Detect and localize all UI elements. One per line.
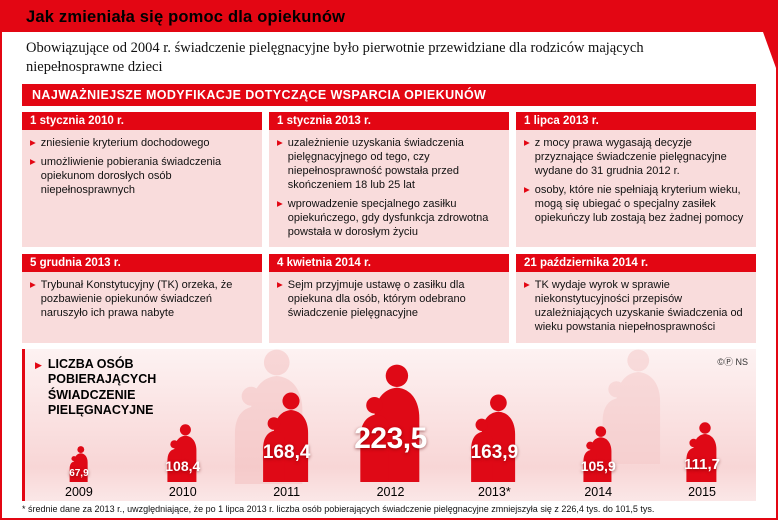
caregiver-silhouette-icon <box>349 364 433 482</box>
caregiver-silhouette-icon <box>66 445 92 482</box>
card-point-text: Trybunał Konstytucyjny (TK) orzeka, że p… <box>40 279 233 320</box>
chart-section: ▶ LICZBA OSÓB POBIERAJĄCYCH ŚWIADCZENIE … <box>22 348 756 501</box>
card-point: ▶ umożliwienie pobierania świadczenia op… <box>30 155 254 197</box>
year-label: 2011 <box>273 484 301 499</box>
chart-bar-2009: 67,9 2009 <box>27 445 131 501</box>
card-point: ▶ Trybunał Konstytucyjny (TK) orzeka, że… <box>30 278 254 320</box>
value-label: 223,5 <box>354 421 427 455</box>
card-body: ▶ Sejm przyjmuje ustawę o zasiłku dla op… <box>269 272 509 328</box>
card-date: 4 kwietnia 2014 r. <box>269 254 509 273</box>
chart-figures-row: 67,9 2009 108,4 2010 168 <box>25 349 756 501</box>
caregiver-silhouette-icon <box>162 423 203 482</box>
card-body: ▶ TK wydaje wyrok w sprawie niekonstytuc… <box>516 272 756 342</box>
bullet-arrow-icon: ▶ <box>277 199 283 208</box>
chart-title-block: ▶ LICZBA OSÓB POBIERAJĄCYCH ŚWIADCZENIE … <box>35 357 240 420</box>
value-label: 105,9 <box>580 457 616 474</box>
caregiver-silhouette-icon <box>463 393 525 482</box>
bullet-arrow-icon: ▶ <box>30 280 36 290</box>
bullet-arrow-icon: ▶ <box>30 137 36 147</box>
chart-bar-2010: 108,4 2010 <box>131 423 235 501</box>
section-banner: NAJWAŻNIEJSZE MODYFIKACJE DOTYCZĄCE WSPA… <box>22 83 756 106</box>
timeline-card-2013-01-01: 1 stycznia 2013 r. ▶ uzależnienie uzyska… <box>269 111 509 248</box>
card-point: ▶ osoby, które nie spełniają kryterium w… <box>524 183 748 225</box>
card-body: ▶ uzależnienie uzyskania świadczenia pie… <box>269 130 509 248</box>
card-point: ▶ Sejm przyjmuje ustawę o zasiłku dla op… <box>277 278 501 320</box>
value-label: 111,7 <box>684 455 721 473</box>
card-date: 21 października 2014 r. <box>516 254 756 273</box>
year-label: 2010 <box>168 484 197 499</box>
card-body: ▶ z mocy prawa wygasają decyzje przyznaj… <box>516 130 756 233</box>
year-label: 2009 <box>65 484 93 499</box>
bullet-arrow-icon: ▶ <box>30 156 36 166</box>
year-label: 2012 <box>376 484 405 499</box>
caregiver-silhouette-icon <box>255 391 318 482</box>
card-point-text: zniesienie kryterium dochodowego <box>40 136 210 149</box>
card-point-text: osoby, które nie spełniają kryterium wie… <box>534 183 744 225</box>
value-label: 163,9 <box>470 441 519 463</box>
card-date: 5 grudnia 2013 r. <box>22 254 262 273</box>
card-date: 1 stycznia 2013 r. <box>269 111 509 130</box>
card-body: ▶ Trybunał Konstytucyjny (TK) orzeka, że… <box>22 272 262 328</box>
caregiver-silhouette-icon <box>681 421 723 482</box>
year-label: 2014 <box>584 484 613 499</box>
timeline-card-2013-12-05: 5 grudnia 2013 r. ▶ Trybunał Konstytucyj… <box>22 254 262 343</box>
bullet-arrow-icon: ▶ <box>35 359 42 370</box>
bullet-arrow-icon: ▶ <box>277 137 283 147</box>
card-point: ▶ uzależnienie uzyskania świadczenia pie… <box>277 136 501 192</box>
card-body: ▶ zniesienie kryterium dochodowego ▶ umo… <box>22 130 262 205</box>
chart-bar-2015: 111,7 2015 <box>650 421 754 501</box>
card-point-text: z mocy prawa wygasają decyzje przyznając… <box>534 136 727 177</box>
card-point: ▶ TK wydaje wyrok w sprawie niekonstytuc… <box>524 278 748 334</box>
value-label: 168,4 <box>262 441 311 463</box>
card-point-text: Sejm przyjmuje ustawę o zasiłku dla opie… <box>287 279 466 320</box>
card-point: ▶ zniesienie kryterium dochodowego <box>30 136 254 150</box>
timeline-card-2014-04-04: 4 kwietnia 2014 r. ▶ Sejm przyjmuje usta… <box>269 254 509 343</box>
bullet-arrow-icon: ▶ <box>524 137 530 147</box>
card-point-text: TK wydaje wyrok w sprawie niekonstytucyj… <box>534 279 743 334</box>
timeline-cards-grid: 1 stycznia 2010 r. ▶ zniesienie kryteriu… <box>22 111 756 343</box>
card-point: ▶ wprowadzenie specjalnego zasiłku opiek… <box>277 197 501 239</box>
chart-bar-2012: 223,5 2012 <box>339 364 443 501</box>
page-title: Jak zmieniała się pomoc dla opiekunów <box>26 7 346 26</box>
card-point-text: wprowadzenie specjalnego zasiłku opiekuń… <box>287 198 489 239</box>
chart-bar-2014: 105,9 2014 <box>546 425 650 501</box>
timeline-card-2013-07-01: 1 lipca 2013 r. ▶ z mocy prawa wygasają … <box>516 111 756 248</box>
copyright-credit: ©Ⓟ NS <box>717 356 748 367</box>
year-label: 2013* <box>478 484 511 499</box>
card-date: 1 lipca 2013 r. <box>516 111 756 130</box>
year-label: 2015 <box>688 484 716 499</box>
value-label: 108,4 <box>165 457 201 474</box>
bullet-arrow-icon: ▶ <box>524 184 530 194</box>
footnote: * średnie dane za 2013 r., uwzględniając… <box>22 503 655 514</box>
timeline-card-2014-10-21: 21 października 2014 r. ▶ TK wydaje wyro… <box>516 254 756 343</box>
corner-wedge-decoration <box>763 32 776 68</box>
chart-bar-2013: 163,9 2013* <box>442 393 546 501</box>
card-point-text: uzależnienie uzyskania świadczenia pielę… <box>287 136 464 191</box>
chart-title: LICZBA OSÓB POBIERAJĄCYCH ŚWIADCZENIE PI… <box>47 356 157 418</box>
bullet-arrow-icon: ▶ <box>524 280 530 290</box>
card-point: ▶ z mocy prawa wygasają decyzje przyznaj… <box>524 136 748 178</box>
card-point-text: umożliwienie pobierania świadczenia opie… <box>40 155 222 196</box>
chart-bar-2011: 168,4 2011 <box>235 391 339 501</box>
bullet-arrow-icon: ▶ <box>277 280 283 290</box>
subtitle: Obowiązujące od 2004 r. świadczenie piel… <box>26 40 644 75</box>
caregiver-silhouette-icon <box>578 425 618 482</box>
card-date: 1 stycznia 2010 r. <box>22 111 262 130</box>
title-bar: Jak zmieniała się pomoc dla opiekunów <box>2 2 776 32</box>
timeline-card-2010-01-01: 1 stycznia 2010 r. ▶ zniesienie kryteriu… <box>22 111 262 248</box>
value-label: 67,9 <box>69 467 89 479</box>
